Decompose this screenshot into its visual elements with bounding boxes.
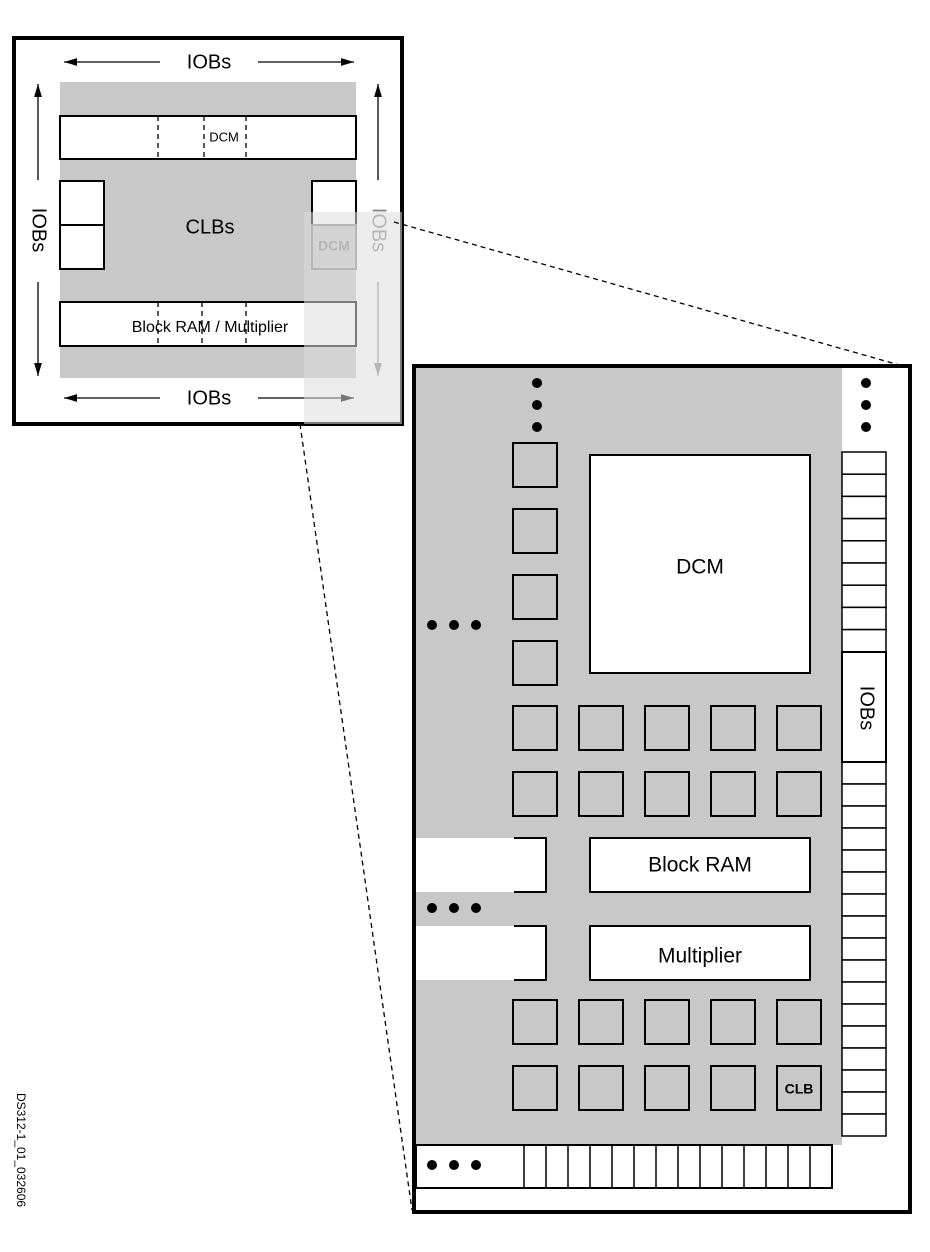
clb [512,771,558,817]
left-iobs: IOBs [28,208,50,252]
iob-cell [841,473,887,498]
ellipsis-dot [427,903,437,913]
clb [512,1065,558,1111]
clb [512,999,558,1045]
left-block [59,180,105,226]
ellipsis-dot [449,1160,459,1170]
clb [644,771,690,817]
iob-cell [841,761,887,785]
clb [578,1065,624,1111]
clb-label: CLB [785,1081,814,1097]
iob-cell [841,805,887,829]
clb [512,640,558,686]
iob-cell [841,1003,887,1027]
ellipsis-dot [861,378,871,388]
zoom-region [304,212,402,424]
clb [578,705,624,751]
iob-cell [841,606,887,631]
clb [776,1065,822,1111]
clb [776,771,822,817]
iob-cell [841,849,887,873]
iobs-label: IOBs [856,686,878,730]
clb [578,771,624,817]
bram-label: Block RAM / Multiplier [132,319,289,336]
clb [644,999,690,1045]
ellipsis-dot [532,378,542,388]
dcm-top-label: DCM [209,129,239,144]
iob-cell [841,628,887,653]
iob-cell [841,937,887,961]
iob-cell [841,915,887,939]
clb [710,771,756,817]
dcm-block [589,454,811,674]
clb [644,1065,690,1111]
bottom-iobs: IOBs [187,387,231,409]
ellipsis-dot [861,400,871,410]
dcm-label: DCM [676,556,724,579]
iob-cell [841,1069,887,1093]
clbs-label: CLBs [186,216,235,238]
iob-cell [841,1025,887,1049]
clb [512,508,558,554]
mult-block [589,925,811,981]
ellipsis-dot [861,422,871,432]
dcm-band [59,115,357,160]
iob-cell [841,584,887,609]
mult-label: Multiplier [658,945,742,968]
iob-cell [841,562,887,586]
iob-cell [841,871,887,895]
ellipsis-dot [471,1160,481,1170]
ellipsis-dot [532,422,542,432]
zoom-line [299,423,413,1211]
left-block [59,224,105,270]
iob-cell [841,981,887,1005]
clb [710,705,756,751]
iob-cell [841,1047,887,1071]
zoom-line [393,221,911,369]
iob-cell [841,451,887,475]
iob-cell [841,893,887,917]
bram-label: Block RAM [648,854,752,877]
iob-cell [841,1091,887,1115]
overview: DCM Block RAM / Multiplier DCM CLBs IOBs… [12,36,404,426]
top-iobs: IOBs [187,51,231,73]
iob-block [841,651,887,763]
ellipsis-dot [471,903,481,913]
ellipsis-dot [449,620,459,630]
ellipsis-dot [532,400,542,410]
iob-cell [841,827,887,851]
clb [512,442,558,488]
clb [644,705,690,751]
detail: DCM Block RAM Multiplier IOBs CLB [412,364,912,1214]
clb [710,999,756,1045]
clb [512,574,558,620]
iob-cell [841,495,887,520]
clb [578,999,624,1045]
iob-cell [841,783,887,807]
iob-cell [841,517,887,542]
ellipsis-dot [427,1160,437,1170]
iob-cell [841,540,887,564]
ellipsis-dot [471,620,481,630]
bram-block [589,837,811,893]
clb [776,705,822,751]
iob-cell [841,959,887,983]
clb [710,1065,756,1111]
ellipsis-dot [449,903,459,913]
figure-id: DS312-1_01_032606 [14,1093,28,1207]
iob-cell [841,1113,887,1137]
clb [776,999,822,1045]
ellipsis-dot [427,620,437,630]
clb [512,705,558,751]
